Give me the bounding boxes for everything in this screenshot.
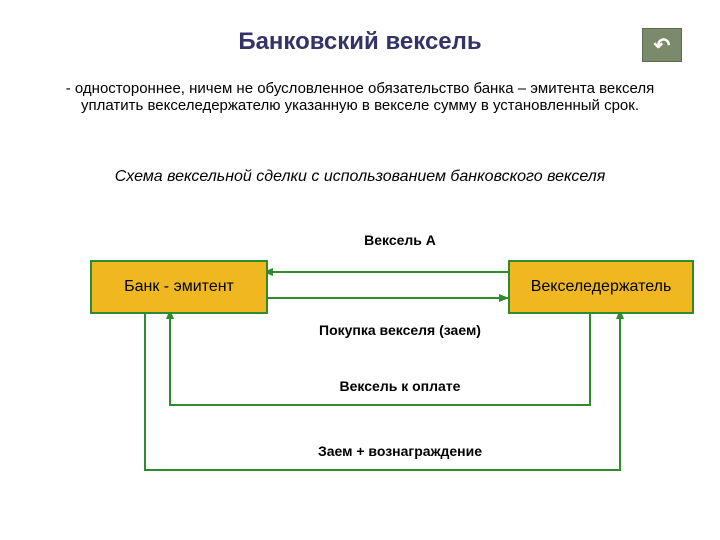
scheme-title: Схема вексельной сделки с использованием…: [60, 168, 660, 186]
node-bank: Банк - эмитент: [90, 260, 268, 314]
page-title: Банковский вексель: [0, 28, 720, 56]
edge-label-e3: Вексель к оплате: [300, 378, 500, 394]
edge-label-e4: Заем + вознаграждение: [270, 443, 530, 459]
node-holder: Векселедержатель: [508, 260, 694, 314]
undo-arrow-icon: ↶: [654, 33, 671, 58]
slide-page: Банковский вексель ↶ - одностороннее, ни…: [0, 0, 720, 540]
definition-text: - одностороннее, ничем не обусловленное …: [60, 80, 660, 114]
edge-label-e2: Покупка векселя (заем): [270, 322, 530, 338]
back-nav-button[interactable]: ↶: [642, 28, 682, 62]
edge-label-e1: Вексель А: [300, 232, 500, 248]
